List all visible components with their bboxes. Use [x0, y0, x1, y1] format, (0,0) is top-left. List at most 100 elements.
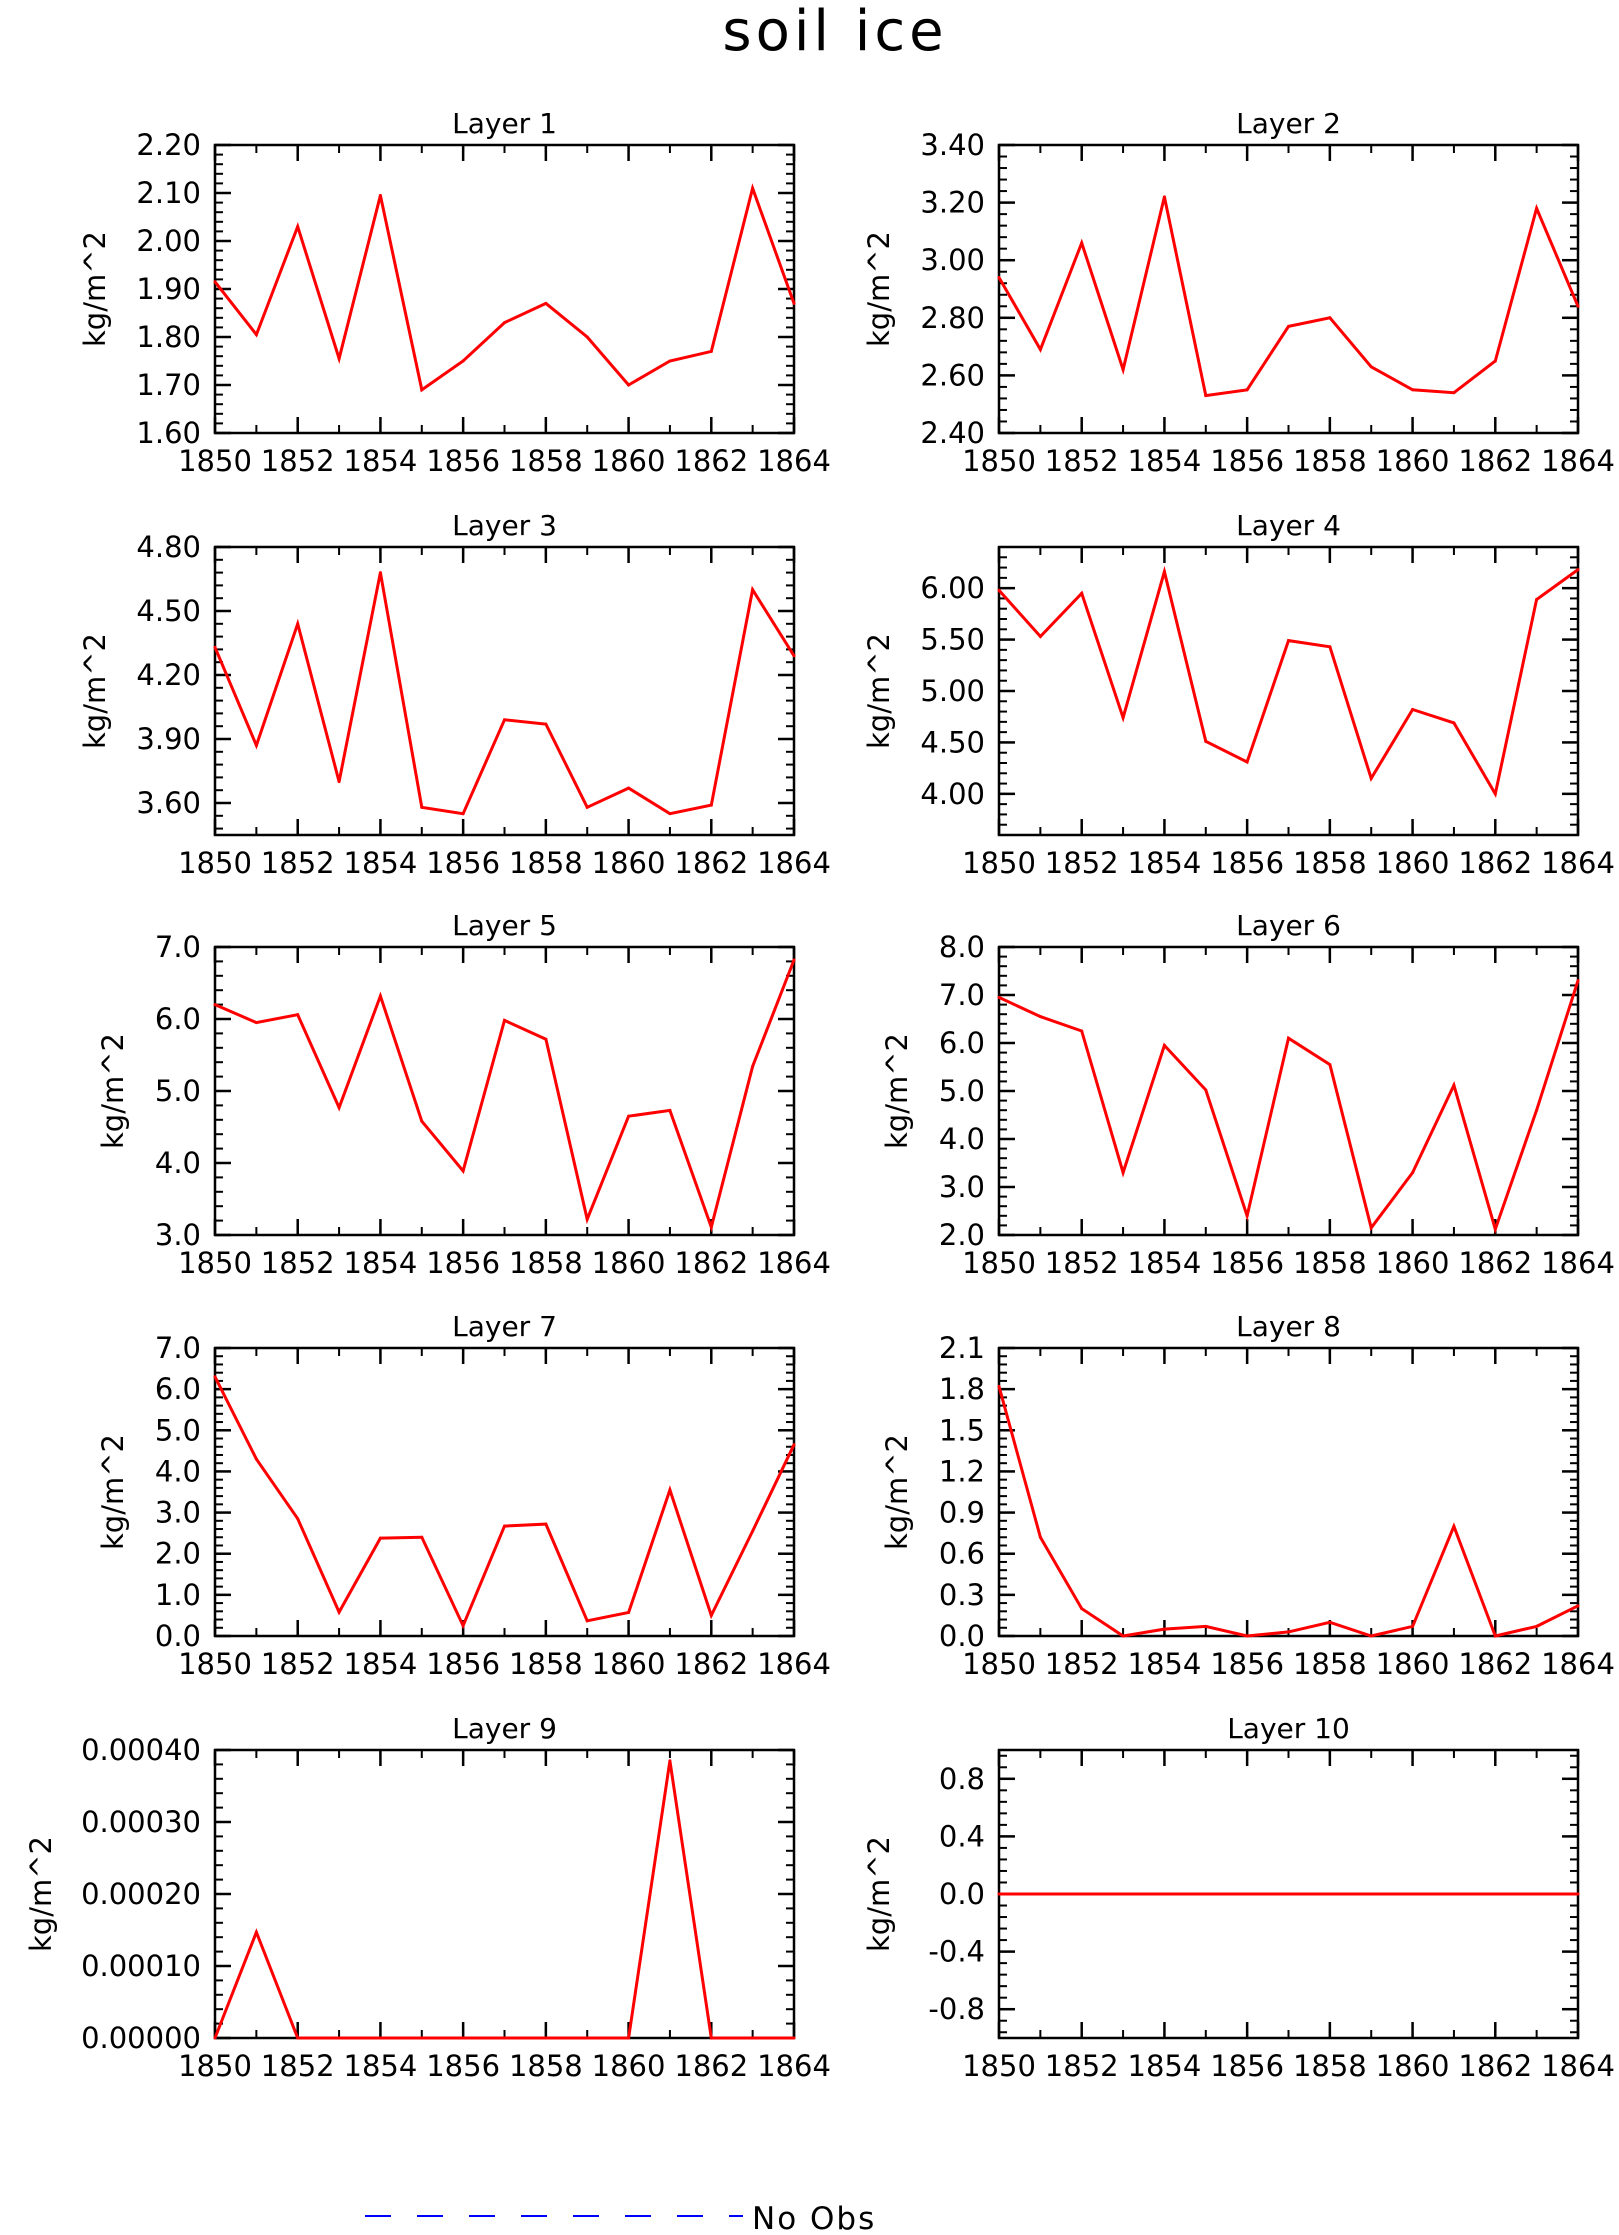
panel-layer-9: Layer 9 1850 1852 1854 1856 1858 1860 1862 1864 0… [24, 1712, 831, 2083]
y-tick-label: 4.0 [155, 1146, 201, 1180]
data-point [668, 1759, 672, 1763]
data-point [792, 2036, 796, 2040]
y-tick-label: 0.0 [155, 1619, 201, 1653]
data-point [544, 301, 548, 305]
data-point [461, 812, 465, 816]
data-point [503, 1018, 506, 1022]
x-tick-label: 1852 [261, 846, 335, 880]
y-tick-label: 4.20 [136, 658, 201, 692]
data-point [1080, 1892, 1084, 1896]
x-tick-label: 1856 [426, 846, 500, 880]
data-point [337, 357, 341, 361]
y-axis-label: kg/m^2 [862, 633, 896, 749]
y-tick-label: 7.0 [155, 1331, 201, 1365]
y-tick-label: 2.20 [136, 128, 201, 162]
x-tick-label: 1864 [1541, 846, 1615, 880]
data-point [296, 1517, 300, 1521]
x-tick-label: 1850 [962, 444, 1036, 478]
x-tick-label: 1850 [962, 1647, 1036, 1681]
data-point [461, 359, 465, 363]
data-point [1121, 716, 1125, 720]
data-point [1080, 591, 1084, 595]
data-point [254, 1457, 258, 1461]
data-point [544, 2036, 548, 2040]
x-tick-label: 1854 [1128, 846, 1202, 880]
y-tick-label: 5.0 [939, 1074, 985, 1108]
data-point [420, 388, 424, 392]
data-point [1245, 1214, 1249, 1218]
plot-frame [997, 1346, 1580, 1638]
x-tick-label: 1864 [757, 846, 831, 880]
x-tick-label: 1860 [1376, 444, 1450, 478]
y-axis-label: kg/m^2 [78, 633, 112, 749]
x-tick-label: 1864 [757, 1647, 831, 1681]
data-point [1287, 1036, 1290, 1040]
data-point [1493, 1227, 1497, 1231]
data-point [461, 1624, 465, 1628]
x-tick-label: 1860 [592, 1246, 666, 1280]
data-point [1328, 645, 1332, 649]
y-tick-label: 0.9 [939, 1496, 985, 1530]
x-tick-label: 1852 [1045, 846, 1119, 880]
y-tick-label: 5.0 [155, 1413, 201, 1447]
data-point [1287, 639, 1290, 643]
data-point [1369, 1226, 1373, 1230]
x-tick-label: 1856 [426, 1246, 500, 1280]
data-point [1535, 1624, 1539, 1628]
y-tick-label: 5.00 [920, 674, 985, 708]
y-tick-label: 0.00000 [81, 2021, 201, 2055]
data-point [1452, 391, 1456, 395]
x-tick-label: 1862 [1458, 846, 1532, 880]
data-point [1038, 347, 1042, 351]
y-axis-label: kg/m^2 [78, 231, 112, 347]
data-point [378, 1536, 382, 1540]
y-tick-label: 1.80 [136, 320, 201, 354]
x-tick-label: 1858 [1293, 1246, 1367, 1280]
data-point [337, 2036, 341, 2040]
x-tick-label: 1862 [674, 2049, 748, 2083]
data-point [213, 1003, 217, 1007]
data-point [254, 1930, 258, 1934]
data-point [792, 654, 796, 658]
panel-title: Layer 8 [1236, 1310, 1341, 1343]
data-point [1245, 1634, 1249, 1638]
data-point [1535, 206, 1539, 210]
data-point [420, 805, 424, 809]
panel-title: Layer 3 [452, 509, 557, 542]
y-tick-label: 1.60 [136, 416, 201, 450]
y-tick-label: 1.5 [939, 1413, 985, 1447]
y-tick-label: 3.0 [939, 1170, 985, 1204]
x-tick-label: 1858 [509, 444, 583, 478]
plot-frame [997, 945, 1580, 1237]
x-tick-label: 1850 [962, 2049, 1036, 2083]
y-tick-label: 1.8 [939, 1372, 985, 1406]
data-point [709, 803, 713, 807]
y-tick-label: 7.0 [939, 978, 985, 1012]
data-point [1204, 1088, 1208, 1092]
x-tick-label: 1858 [509, 2049, 583, 2083]
data-point [1121, 1171, 1125, 1175]
y-tick-label: 2.0 [155, 1537, 201, 1571]
legend-label: No Obs [752, 2201, 876, 2235]
data-point [997, 588, 1001, 592]
x-tick-label: 1864 [1541, 1647, 1615, 1681]
x-tick-label: 1852 [261, 1246, 335, 1280]
x-tick-label: 1856 [1210, 444, 1284, 478]
y-tick-label: 2.1 [939, 1331, 985, 1365]
data-point [1121, 368, 1125, 372]
data-point [213, 280, 217, 284]
data-point [1369, 1634, 1373, 1638]
data-point [1535, 1108, 1539, 1112]
x-tick-label: 1852 [1045, 1647, 1119, 1681]
y-axis-label: kg/m^2 [24, 1836, 58, 1952]
data-point [337, 1610, 341, 1614]
x-tick-label: 1856 [426, 444, 500, 478]
x-tick-label: 1856 [1210, 2049, 1284, 2083]
data-point [544, 1037, 548, 1041]
data-point [1452, 721, 1456, 725]
data-point [709, 349, 713, 353]
x-tick-label: 1858 [509, 1246, 583, 1280]
data-point [544, 1522, 548, 1526]
x-tick-label: 1852 [261, 444, 335, 478]
